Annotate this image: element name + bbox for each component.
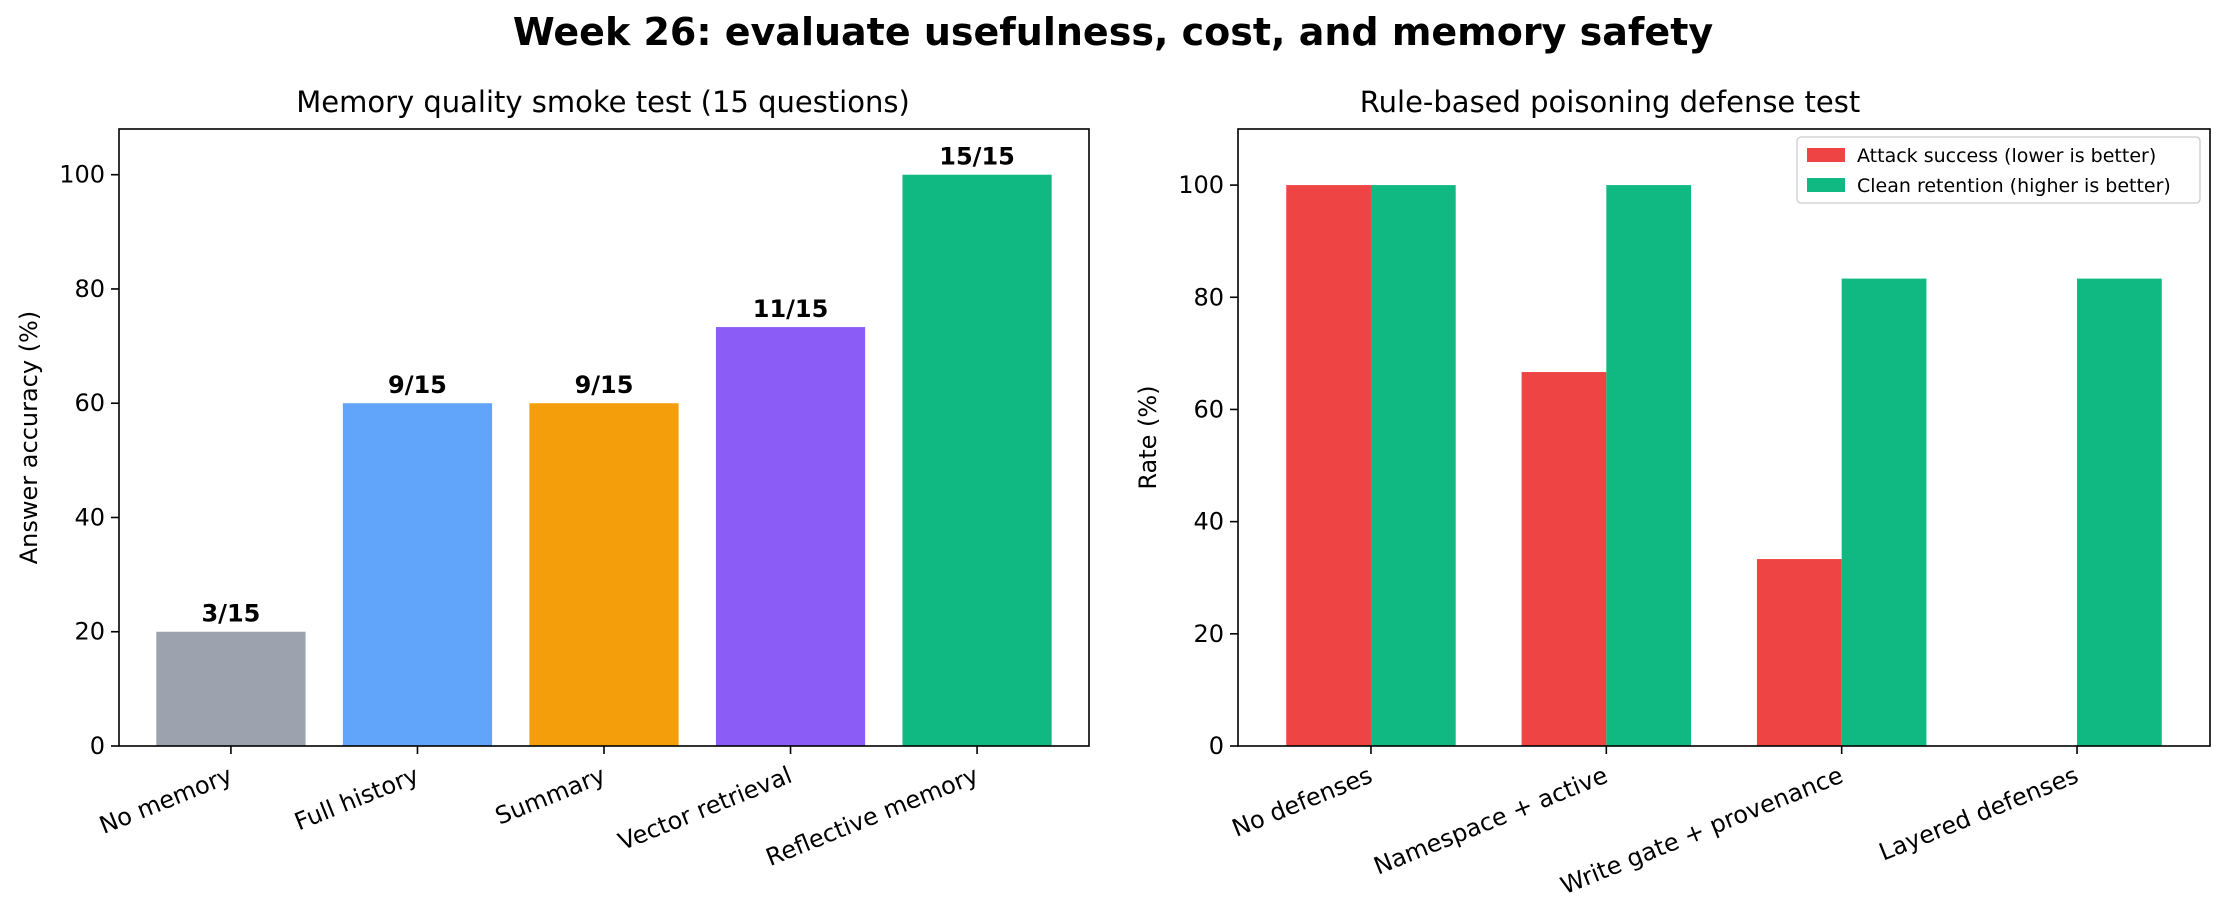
bar-no-defenses-clean-retention	[1370, 185, 1456, 746]
figure-title: Week 26: evaluate usefulness, cost, and …	[513, 10, 1714, 54]
x-tick-label-layered-defenses: Layered defenses	[1875, 761, 2082, 866]
legend-swatch-clean-retention	[1807, 178, 1845, 192]
chart-left-plot: 0 20 40 60 80 100 Answer accuracy (%) 3/15 9/15 9…	[15, 128, 1090, 872]
bar-namespace-active-attack-success	[1521, 372, 1607, 746]
chart-right: Rule-based poisoning defense test 0 20 40 6…	[1134, 85, 2211, 900]
legend-label-clean-retention: Clean retention (higher is better)	[1857, 175, 2171, 197]
y-axis-label: Rate (%)	[1134, 385, 1162, 489]
y-tick-label-80: 80	[1193, 283, 1224, 311]
axes-frame	[1237, 128, 2211, 747]
x-tick-label-summary: Summary	[491, 761, 609, 830]
y-tick-label-100: 100	[59, 161, 105, 189]
bar-layered-defenses-clean-retention	[2077, 278, 2162, 746]
bar-write-gate-provenance-clean-retention	[1841, 278, 1927, 746]
bar-label-reflective-memory: 15/15	[939, 143, 1015, 171]
legend-swatch-attack-success	[1807, 148, 1845, 162]
bar-full-history	[342, 403, 493, 746]
chart-left: Memory quality smoke test (15 questions)…	[15, 85, 1090, 872]
y-tick-label-60: 60	[74, 389, 105, 417]
y-tick-label-100: 100	[1178, 171, 1224, 199]
y-tick-label-20: 20	[1193, 620, 1224, 648]
bar-summary	[529, 403, 679, 746]
chart-right-plot: 0 20 40 60 80 100 Rate (%) No defensesNamespace…	[1134, 128, 2211, 900]
legend-label-attack-success: Attack success (lower is better)	[1857, 145, 2156, 167]
bar-label-full-history: 9/15	[388, 371, 447, 399]
y-tick-label-40: 40	[1193, 508, 1224, 536]
chart-right-legend: Attack success (lower is better) Clean re…	[1796, 136, 2201, 204]
y-tick-label-0: 0	[90, 732, 105, 760]
y-tick-label-0: 0	[1209, 732, 1224, 760]
x-tick-label-reflective-memory: Reflective memory	[762, 761, 982, 872]
x-tick-label-no-defenses: No defenses	[1228, 761, 1376, 843]
x-tick-label-no-memory: No memory	[95, 761, 236, 840]
bar-label-vector-retrieval: 11/15	[753, 295, 829, 323]
y-tick-label-60: 60	[1193, 395, 1224, 423]
bar-write-gate-provenance-attack-success	[1756, 559, 1842, 746]
y-axis-label: Answer accuracy (%)	[15, 311, 43, 564]
y-tick-label-80: 80	[74, 275, 105, 303]
bar-vector-retrieval	[715, 327, 866, 746]
chart-left-title: Memory quality smoke test (15 questions)	[296, 85, 910, 119]
x-tick-label-namespace-active: Namespace + active	[1370, 761, 1612, 880]
bar-no-defenses-attack-success	[1286, 185, 1371, 746]
x-tick-label-vector-retrieval: Vector retrieval	[614, 761, 796, 856]
bar-namespace-active-clean-retention	[1606, 185, 1692, 746]
bar-label-summary: 9/15	[575, 371, 634, 399]
x-tick-label-full-history: Full history	[291, 761, 423, 836]
y-tick-label-20: 20	[74, 618, 105, 646]
bar-reflective-memory	[902, 174, 1052, 746]
bar-label-no-memory: 3/15	[201, 600, 260, 628]
chart-right-title: Rule-based poisoning defense test	[1360, 85, 1860, 119]
legend-box	[1796, 136, 2201, 204]
y-tick-label-40: 40	[74, 503, 105, 531]
bar-no-memory	[156, 631, 306, 746]
